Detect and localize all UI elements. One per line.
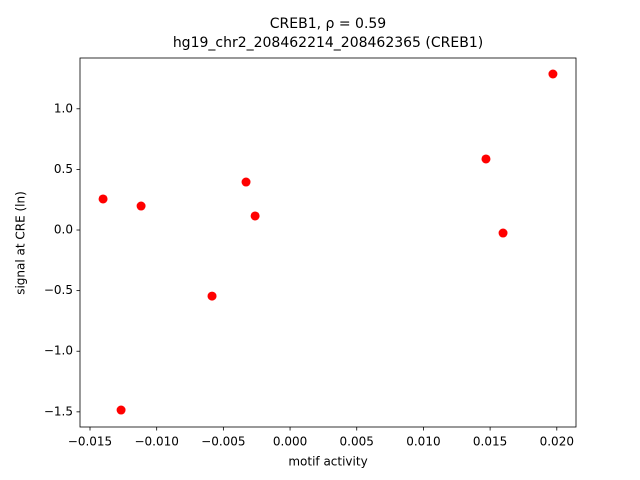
point	[207, 291, 217, 301]
x-tick-label: 0.020	[540, 435, 574, 449]
x-tick-label: −0.005	[201, 435, 245, 449]
y-tick-label: 1.0	[54, 101, 73, 115]
x-tick-label: 0.015	[473, 435, 507, 449]
y-tick-label: −0.5	[44, 283, 73, 297]
point	[548, 69, 558, 79]
point	[481, 154, 491, 164]
x-tick-label: 0.010	[406, 435, 440, 449]
x-tick-label: −0.015	[68, 435, 112, 449]
y-tick-label: −1.5	[44, 404, 73, 418]
point	[498, 228, 508, 238]
chart-subtitle: hg19_chr2_208462214_208462365 (CREB1)	[173, 35, 483, 51]
point	[116, 405, 126, 415]
y-tick-label: 0.0	[54, 223, 73, 237]
y-tick-label: 0.5	[54, 162, 73, 176]
y-axis-label: signal at CRE (ln)	[14, 191, 28, 295]
plot-frame	[79, 57, 577, 428]
x-tick-label: 0.005	[340, 435, 374, 449]
y-tick-label: −1.0	[44, 344, 73, 358]
point	[136, 201, 146, 211]
point	[98, 194, 108, 204]
chart-title: CREB1, ρ = 0.59	[270, 16, 386, 32]
x-axis-label: motif activity	[288, 455, 367, 469]
point	[250, 211, 260, 221]
x-tick-label: −0.010	[134, 435, 178, 449]
point	[241, 177, 251, 187]
x-tick-label: 0.000	[273, 435, 307, 449]
